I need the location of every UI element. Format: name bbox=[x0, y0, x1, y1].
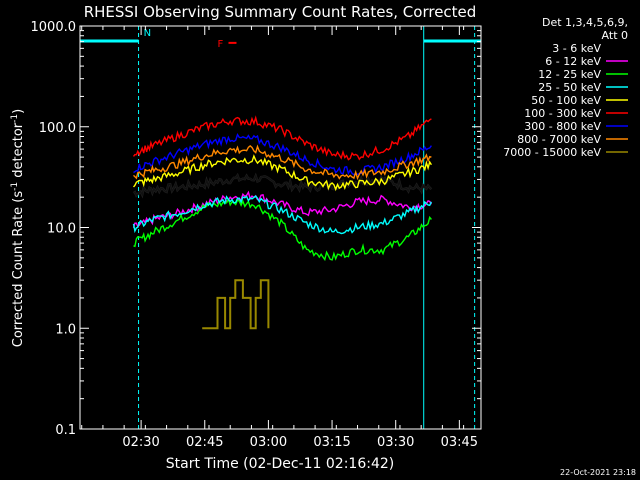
x-axis-label: Start Time (02-Dec-11 02:16:42) bbox=[166, 456, 394, 472]
series-line bbox=[132, 115, 432, 161]
legend-entry-label: 100 - 300 keV bbox=[524, 107, 601, 120]
legend-entry-label: 50 - 100 keV bbox=[531, 94, 601, 107]
legend-entry-label: 7000 - 15000 keV bbox=[503, 146, 601, 159]
x-tick-label: 03:45 bbox=[441, 435, 478, 450]
y-tick-label: 10.0 bbox=[47, 222, 76, 237]
y-tick-label: 100.0 bbox=[39, 121, 76, 136]
chart-title: RHESSI Observing Summary Count Rates, Co… bbox=[84, 3, 477, 21]
annotation-label: F bbox=[217, 39, 223, 50]
legend-entry-label: 25 - 50 keV bbox=[538, 81, 601, 94]
y-axis: 0.1 1.0 10.0 100.0 1000.0 bbox=[31, 20, 481, 438]
y-axis-label-sup1: -1 bbox=[10, 182, 20, 191]
series-line bbox=[133, 144, 432, 181]
legend-header: Det 1,3,4,5,6,9, bbox=[542, 16, 628, 29]
series-line bbox=[132, 154, 432, 192]
plot-area: NF bbox=[79, 26, 481, 429]
y-tick-label: 1000.0 bbox=[31, 20, 77, 35]
y-tick-label: 0.1 bbox=[55, 423, 76, 438]
legend-entry-label: 800 - 7000 keV bbox=[517, 133, 601, 146]
series-line bbox=[132, 195, 433, 235]
y-tick-label: 1.0 bbox=[55, 322, 76, 337]
x-tick-label: 03:30 bbox=[377, 435, 414, 450]
legend-entry-label: 3 - 6 keV bbox=[552, 42, 601, 55]
x-tick-label: 03:15 bbox=[313, 435, 350, 450]
y-axis-label-main: Corrected Count Rate (s bbox=[11, 191, 26, 348]
x-tick-label: 02:30 bbox=[122, 435, 159, 450]
y-axis-label: Corrected Count Rate (s-1 detector-1) bbox=[10, 109, 26, 347]
series-line bbox=[132, 190, 432, 229]
legend-entry-label: 6 - 12 keV bbox=[545, 55, 601, 68]
series-line bbox=[133, 197, 432, 262]
y-axis-label-mid: detector bbox=[11, 122, 26, 182]
series-line bbox=[133, 173, 432, 197]
y-axis-label-end: ) bbox=[11, 109, 26, 114]
x-tick-label: 02:45 bbox=[186, 435, 223, 450]
annotation-label: N bbox=[144, 28, 151, 39]
series-line bbox=[202, 279, 270, 330]
footer-timestamp: 22-Oct-2021 23:18 bbox=[560, 468, 636, 477]
x-tick-label: 03:00 bbox=[250, 435, 287, 450]
y-axis-label-sup2: -1 bbox=[10, 114, 20, 123]
legend-entry-label: 12 - 25 keV bbox=[538, 68, 601, 81]
legend-header: Att 0 bbox=[602, 29, 628, 42]
legend-entry-label: 300 - 800 keV bbox=[524, 120, 601, 133]
x-axis: 02:30 02:45 03:00 03:15 03:30 03:45 bbox=[81, 26, 478, 450]
